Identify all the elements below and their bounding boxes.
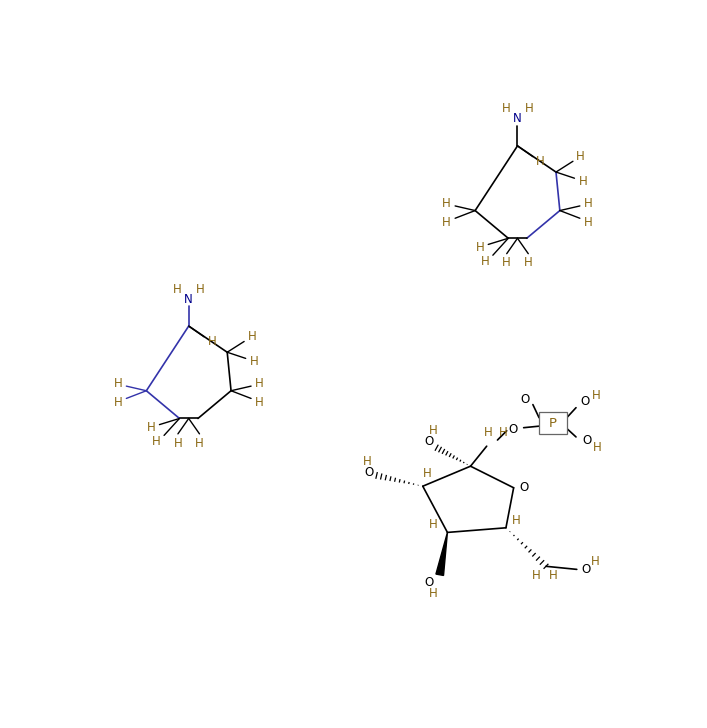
Text: H: H [536,155,545,167]
Text: H: H [443,197,451,210]
Text: P: P [549,416,557,430]
Text: H: H [255,396,264,409]
Text: H: H [423,467,432,480]
Polygon shape [436,532,448,575]
Text: O: O [580,395,590,408]
Text: H: H [503,256,511,269]
Text: H: H [481,255,489,268]
Text: O: O [520,481,529,494]
Text: H: H [591,555,600,568]
Text: H: H [501,103,510,116]
Text: O: O [582,433,592,446]
Text: H: H [255,377,264,390]
Text: H: H [207,335,216,348]
Text: O: O [424,576,433,589]
Text: H: H [525,103,533,116]
Text: H: H [114,377,122,390]
Text: H: H [443,215,451,229]
Text: H: H [429,587,438,600]
Text: H: H [173,282,182,296]
Text: H: H [247,331,256,344]
Text: H: H [152,435,160,448]
Text: H: H [484,426,493,439]
Text: H: H [549,569,558,582]
Text: H: H [428,424,437,438]
Text: H: H [578,175,588,188]
Text: O: O [581,563,590,576]
Text: O: O [520,393,530,406]
Text: N: N [185,293,193,306]
Text: N: N [513,112,522,125]
Text: H: H [114,396,122,409]
Text: H: H [532,569,541,582]
Text: H: H [576,150,585,163]
Text: H: H [524,256,532,269]
Text: H: H [173,437,182,450]
Text: O: O [364,466,373,479]
Text: H: H [593,441,602,454]
Text: H: H [146,422,156,434]
Text: H: H [250,355,259,368]
Text: H: H [195,437,204,450]
Text: H: H [429,518,438,531]
Text: O: O [424,435,433,448]
Text: H: H [196,282,204,296]
Bar [539,412,567,434]
Text: H: H [592,389,600,402]
Text: H: H [584,215,592,229]
Text: H: H [499,426,508,439]
Text: H: H [475,241,484,254]
Text: H: H [513,513,521,526]
Text: H: H [584,197,592,210]
Text: H: H [363,455,372,468]
Text: O: O [508,423,518,436]
